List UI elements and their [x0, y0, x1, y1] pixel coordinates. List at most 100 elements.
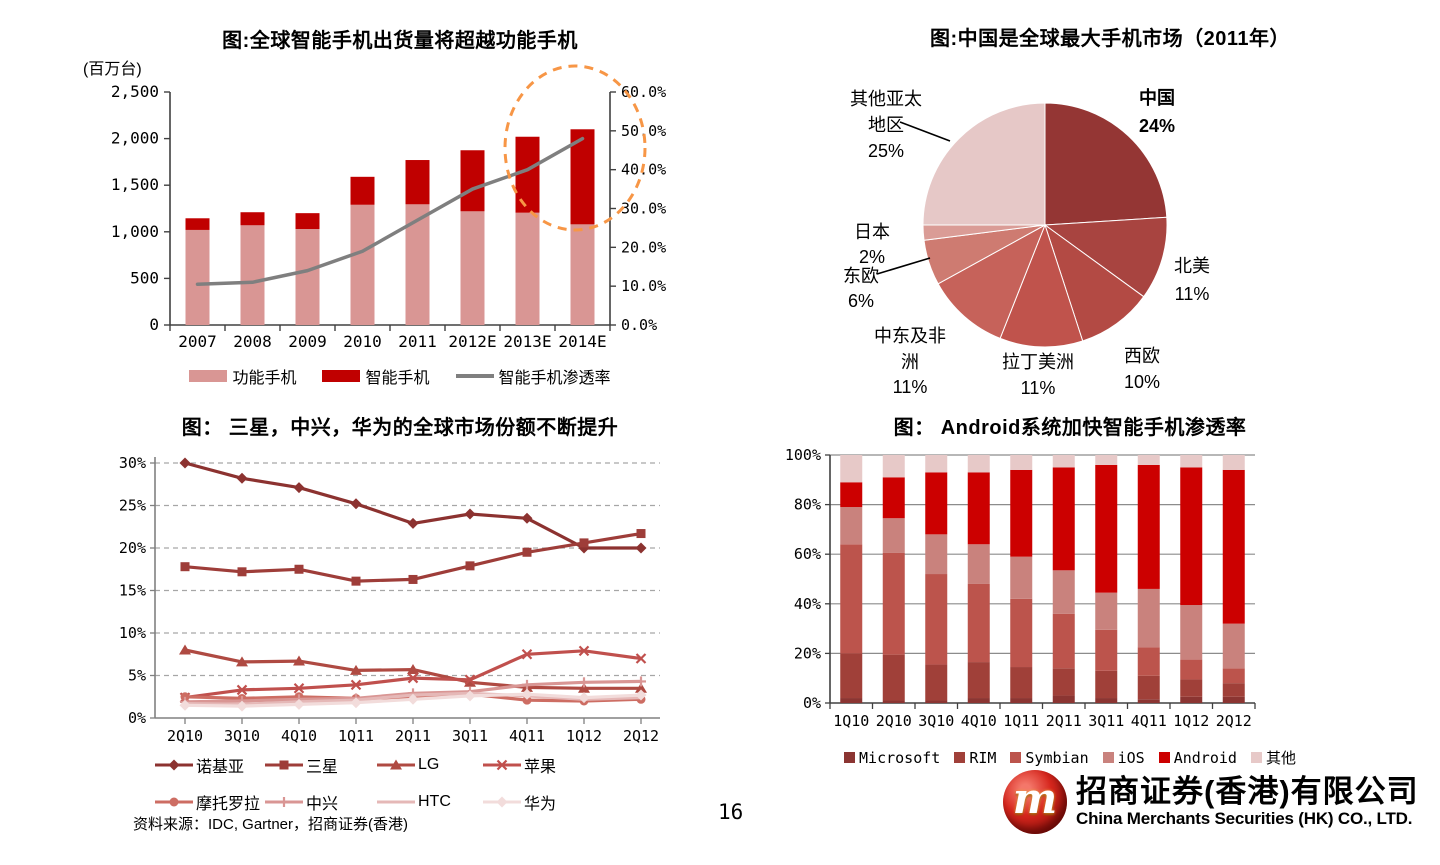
pie-label: 中国 — [1139, 87, 1175, 108]
marker-x — [464, 674, 476, 686]
legend-label: 摩托罗拉 — [196, 796, 261, 813]
legend-item: RIM — [954, 749, 996, 767]
legend-item: iOS — [1102, 749, 1145, 767]
x-category-label: 1Q11 — [338, 727, 374, 745]
legend-marker-swatch — [483, 796, 521, 808]
shipments-legend: 功能手机 智能手机 智能手机渗透率 — [75, 364, 725, 388]
marker-triangle — [390, 759, 402, 770]
legend-item: 中兴 — [265, 790, 377, 814]
stack-segment-iOS — [1095, 592, 1118, 630]
legend-label: 智能手机 — [365, 370, 430, 387]
tick-label: 100% — [785, 446, 821, 464]
x-category-label: 2013E — [503, 332, 551, 351]
marker-x — [293, 682, 305, 694]
pie-label: 东欧 — [843, 266, 879, 286]
vendor-legend: 诺基亚 三星 LG 苹果 摩托罗拉 中兴 HTC 华为 — [155, 753, 603, 814]
legend-label: 功能手机 — [232, 370, 297, 387]
stack-segment-Microsoft — [840, 698, 863, 703]
legend-marker-swatch — [265, 760, 303, 770]
stack-segment-RIM — [840, 653, 863, 699]
logo-monogram: m — [1012, 774, 1058, 823]
vendor-chart-title: 图： 三星，中兴，华为的全球市场份额不断提升 — [181, 417, 619, 439]
marker-square — [351, 576, 361, 586]
x-category-label: 2007 — [178, 332, 217, 351]
marker-diamond — [635, 542, 647, 554]
feature-phone-bar — [350, 204, 375, 325]
smartphone-bar — [350, 176, 375, 205]
stack-segment-其他 — [1095, 455, 1118, 465]
marker-square — [465, 561, 475, 571]
pie-label: 24% — [1139, 116, 1175, 136]
feature-phone-bar — [185, 229, 210, 325]
tick-label: 30% — [119, 454, 146, 472]
marker-diamond — [407, 693, 419, 705]
marker-diamond — [168, 759, 180, 771]
source-note: 资料来源：IDC, Gartner，招商证券(香港) — [133, 816, 409, 833]
vendor-plot: 30% 25% 20% 15% 10% 5% 0% 2Q10 3Q10 4Q10 1Q11 2Q11 3… — [119, 454, 660, 745]
stack-segment-iOS — [925, 534, 948, 575]
legend-item: Symbian — [1010, 749, 1089, 767]
pie-chart-title: 图:中国是全球最大手机市场（2011年） — [929, 28, 1291, 50]
tick-label: 10.0% — [621, 277, 666, 295]
x-category-label: 4Q10 — [281, 727, 317, 745]
legend-marker-swatch — [377, 759, 415, 770]
pie-slice-0 — [1044, 102, 1168, 226]
legend-square-swatch — [1102, 752, 1114, 763]
feature-phone-bar — [515, 212, 540, 325]
marker-triangle — [350, 664, 362, 675]
stack-segment-Microsoft — [1052, 695, 1075, 703]
marker-square — [522, 547, 532, 557]
logo-en-name: China Merchants Securities (HK) CO., LTD… — [1076, 809, 1413, 829]
stack-segment-其他 — [967, 455, 990, 473]
x-category-label: 2011 — [398, 332, 437, 351]
label-connector — [876, 257, 931, 275]
legend-label: LG — [418, 756, 440, 773]
legend-square-swatch — [1158, 752, 1170, 763]
feature-phone-bar — [295, 229, 320, 325]
tick-label: 2,500 — [111, 82, 159, 101]
stack-segment-Symbian — [1137, 647, 1160, 676]
stack-segment-其他 — [882, 455, 905, 478]
legend-item: 其他 — [1250, 747, 1296, 768]
shipments-unit-label: (百万台) — [83, 61, 142, 78]
stack-segment-其他 — [1052, 455, 1075, 468]
marker-x — [635, 653, 647, 664]
marker-diamond — [179, 699, 191, 711]
stack-segment-Symbian — [1180, 659, 1203, 680]
stack-segment-Microsoft — [1137, 699, 1160, 703]
marker-x — [521, 648, 533, 660]
legend-item: 摩托罗拉 — [155, 790, 265, 814]
marker-diamond — [521, 688, 533, 700]
marker-x — [236, 684, 248, 696]
stack-segment-Microsoft — [1222, 696, 1245, 703]
stack-segment-Microsoft — [882, 700, 905, 703]
logo-cn-name: 招商证券(香港)有限公司 — [1076, 773, 1419, 809]
stack-segment-Symbian — [1222, 668, 1245, 684]
legend-square-swatch — [844, 752, 856, 763]
stack-segment-其他 — [1180, 455, 1203, 468]
x-category-label: 2010 — [343, 332, 382, 351]
os-share-chart: 图： Android系统加快智能手机渗透率 100% 80% 60% 40% 20% 0%… — [785, 403, 1350, 863]
stack-segment-RIM — [1052, 668, 1075, 696]
tick-label: 0% — [803, 694, 821, 712]
legend-item: LG — [377, 756, 483, 774]
x-category-label: 3Q10 — [224, 727, 260, 745]
stack-segment-其他 — [1010, 455, 1033, 470]
marker-diamond — [521, 512, 533, 524]
legend-marker-swatch — [265, 797, 303, 807]
legend-label: 中兴 — [306, 796, 339, 813]
pie-label: 11% — [893, 377, 928, 397]
pie-slice-3 — [999, 223, 1084, 348]
marker-triangle — [236, 656, 248, 667]
marker-diamond — [236, 472, 248, 484]
stack-segment-Microsoft — [967, 698, 990, 703]
stack-segment-Symbian — [1095, 629, 1118, 671]
x-category-label: 2014E — [558, 332, 606, 351]
stack-segment-Android — [1052, 467, 1075, 571]
legend-bar-swatch — [322, 370, 361, 382]
stack-segment-Android — [925, 472, 948, 535]
marker-x — [407, 672, 419, 684]
pie-label: 其他亚太 — [850, 89, 922, 109]
stack-segment-其他 — [840, 455, 863, 483]
stack-segment-其他 — [925, 455, 948, 473]
